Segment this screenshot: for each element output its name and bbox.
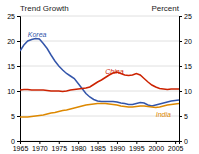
title: Trend Growth — [20, 4, 69, 13]
tick-label: 1985 — [90, 145, 106, 152]
grid-line — [20, 41, 179, 42]
series-label: India — [156, 111, 171, 118]
tick-label: 0 — [184, 138, 188, 145]
tick-mark — [59, 141, 60, 144]
tick-mark — [156, 141, 157, 144]
tick-label: 1995 — [129, 145, 145, 152]
tick-label: 20 — [7, 38, 15, 45]
tick-label: 5 — [11, 113, 15, 120]
tick-label: 0 — [11, 138, 15, 145]
tick: 20 — [179, 38, 192, 45]
tick-mark — [179, 116, 182, 117]
tick-mark — [179, 16, 182, 17]
tick-label: 1990 — [110, 145, 126, 152]
tick: 1985 — [90, 141, 106, 152]
tick-mark — [175, 141, 176, 144]
plot: 1965197019751980198519901995200020050510… — [7, 13, 192, 152]
grid-line — [20, 66, 179, 67]
tick-label: 2005 — [168, 145, 184, 152]
chart: 1965197019751980198519901995200020050510… — [0, 0, 199, 154]
tick: 10 — [7, 88, 20, 95]
series-labels: Korea China India — [28, 31, 171, 118]
tick-label: 1965 — [13, 145, 29, 152]
tick-mark — [17, 66, 20, 67]
tick: 1970 — [32, 141, 48, 152]
tick-label: 15 — [184, 63, 192, 70]
tick: 1975 — [51, 141, 67, 152]
tick-mark — [17, 41, 20, 42]
tick-mark — [17, 116, 20, 117]
y2-axis: 0 5 10 15 20 25 — [179, 13, 192, 145]
tick: 2000 — [148, 141, 164, 152]
tick-mark — [179, 91, 182, 92]
tick: 15 — [7, 63, 20, 70]
series-line — [20, 72, 179, 92]
tick: 5 — [11, 113, 20, 120]
tick-mark — [136, 141, 137, 144]
lines — [20, 39, 179, 118]
tick-label: 5 — [184, 113, 188, 120]
tick-label: 1975 — [51, 145, 67, 152]
axis-domain — [17, 17, 21, 142]
tick-label: 15 — [7, 63, 15, 70]
x-axis: 196519701975 19801985 199019952000 2005 — [13, 141, 184, 152]
tick-mark — [179, 66, 182, 67]
tick-mark — [117, 141, 118, 144]
tick-label: 1980 — [71, 145, 87, 152]
tick: 5 — [179, 113, 188, 120]
tick: 1990 — [110, 141, 126, 152]
tick: 25 — [179, 13, 192, 20]
tick-mark — [39, 141, 40, 144]
tick-mark — [17, 91, 20, 92]
tick-label: 1970 — [32, 145, 48, 152]
tick: 1965 — [13, 141, 29, 152]
series-line — [20, 104, 179, 118]
series-line — [20, 39, 179, 107]
y2-axis-label: Percent — [151, 4, 179, 13]
tick-mark — [179, 41, 182, 42]
tick-label: 2000 — [148, 145, 164, 152]
tick-label: 25 — [184, 13, 192, 20]
grid-line — [20, 16, 179, 17]
series-label: Korea — [28, 31, 47, 38]
tick: 1995 — [129, 141, 145, 152]
y-axis: 0 5 10 15 20 25 — [7, 13, 20, 145]
tick-mark — [17, 16, 20, 17]
tick-label: 10 — [184, 88, 192, 95]
tick: 2005 — [168, 141, 184, 152]
tick-label: 20 — [184, 38, 192, 45]
tick-mark — [78, 141, 79, 144]
grid — [20, 16, 179, 141]
tick: 1980 — [71, 141, 87, 152]
tick-mark — [98, 141, 99, 144]
series-label: China — [105, 68, 123, 75]
tick-mark — [17, 141, 20, 142]
axis-domain — [180, 17, 183, 142]
tick: 20 — [7, 38, 20, 45]
tick-label: 10 — [7, 88, 15, 95]
tick: 0 — [11, 138, 20, 145]
tick-label: 25 — [7, 13, 15, 20]
tick: 25 — [7, 13, 20, 20]
tick: 10 — [179, 88, 192, 95]
tick: 15 — [179, 63, 192, 70]
axis-domain — [21, 142, 180, 145]
tick: 0 — [179, 138, 188, 145]
tick-mark — [179, 141, 182, 142]
